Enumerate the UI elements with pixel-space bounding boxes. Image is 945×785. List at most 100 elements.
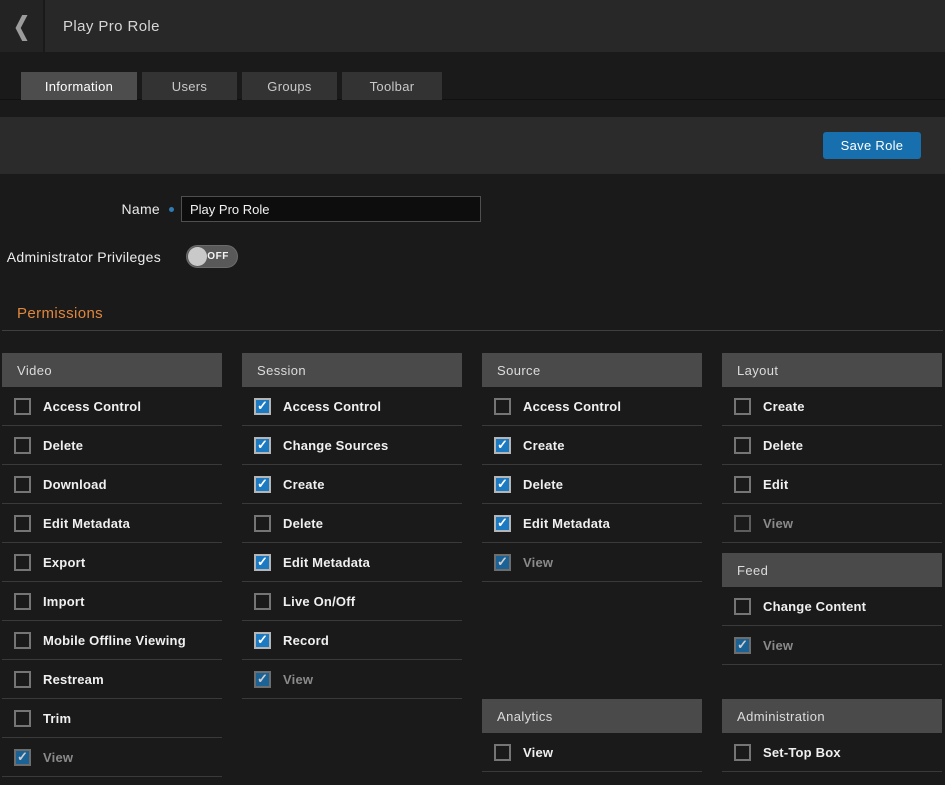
permission-group-header: Analytics [482, 699, 702, 733]
permission-group-source: Source Access Control ✓ Create ✓ Delete ✓ Edit … [482, 353, 702, 582]
checkbox-checked-icon[interactable]: ✓ [254, 397, 271, 415]
check-icon: ✓ [17, 749, 28, 764]
checkbox-icon[interactable] [14, 436, 31, 454]
permission-label: Edit Metadata [43, 515, 131, 531]
checkbox-icon[interactable] [14, 397, 31, 415]
checkbox-icon[interactable] [14, 670, 31, 688]
permission-row[interactable]: Delete [2, 426, 222, 465]
name-input[interactable] [181, 196, 481, 222]
tab-information[interactable]: Information [21, 72, 137, 100]
permission-row[interactable]: Download [2, 465, 222, 504]
checkbox-checked-icon[interactable]: ✓ [254, 475, 271, 493]
permission-row[interactable]: ✓ Record [242, 621, 462, 660]
tab-toolbar[interactable]: Toolbar [342, 72, 442, 100]
permission-group-feed: Feed Change Content ✓ View [722, 553, 942, 665]
permission-label: View [283, 671, 314, 687]
permission-label: Delete [763, 437, 804, 453]
permission-row[interactable]: Trim [2, 699, 222, 738]
checkbox-icon[interactable] [734, 743, 751, 761]
checkbox-checked-icon: ✓ [734, 636, 751, 654]
check-icon: ✓ [257, 437, 268, 452]
permission-row: View [722, 504, 942, 543]
permission-row[interactable]: ✓ Create [242, 465, 462, 504]
checkbox-icon[interactable] [14, 709, 31, 727]
checkbox-checked-icon[interactable]: ✓ [254, 631, 271, 649]
name-label: Name [121, 201, 160, 217]
permission-row[interactable]: ✓ Edit Metadata [482, 504, 702, 543]
checkbox-checked-icon[interactable]: ✓ [494, 475, 511, 493]
permission-row[interactable]: Mobile Offline Viewing [2, 621, 222, 660]
permission-row[interactable]: Restream [2, 660, 222, 699]
permission-label: Restream [43, 671, 104, 687]
permission-group-layout: Layout Create Delete Edit View [722, 353, 942, 543]
permission-row: ✓ View [242, 660, 462, 699]
permission-label: Delete [523, 476, 564, 492]
permission-label: Access Control [43, 398, 142, 414]
top-header-bar: ❮ Play Pro Role [0, 0, 945, 52]
permission-label: Trim [43, 710, 72, 726]
permission-row[interactable]: Export [2, 543, 222, 582]
checkbox-icon[interactable] [14, 475, 31, 493]
checkbox-icon[interactable] [254, 514, 271, 532]
checkbox-icon[interactable] [14, 592, 31, 610]
checkbox-icon[interactable] [734, 397, 751, 415]
check-icon: ✓ [257, 554, 268, 569]
checkbox-checked-icon[interactable]: ✓ [254, 436, 271, 454]
permissions-column: Layout Create Delete Edit View Feed Change Con… [722, 353, 942, 772]
permission-label: View [763, 515, 794, 531]
permission-row[interactable]: Access Control [2, 387, 222, 426]
page-title: Play Pro Role [63, 17, 160, 35]
check-icon: ✓ [257, 671, 268, 686]
permission-row[interactable]: Change Content [722, 587, 942, 626]
back-button[interactable]: ❮ [0, 0, 45, 52]
permission-row[interactable]: Set-Top Box [722, 733, 942, 772]
permission-row[interactable]: View [482, 733, 702, 772]
permission-row[interactable]: Access Control [482, 387, 702, 426]
permission-label: Edit Metadata [283, 554, 371, 570]
checkbox-checked-icon[interactable]: ✓ [494, 514, 511, 532]
save-role-button[interactable]: Save Role [823, 132, 921, 159]
checkbox-icon[interactable] [734, 597, 751, 615]
checkbox-icon[interactable] [734, 436, 751, 454]
permission-label: Access Control [523, 398, 622, 414]
permissions-grid: Video Access Control Delete Download Edit Me… [0, 353, 945, 777]
permission-row[interactable]: ✓ Delete [482, 465, 702, 504]
permission-row[interactable]: ✓ Create [482, 426, 702, 465]
permission-row[interactable]: Live On/Off [242, 582, 462, 621]
checkbox-icon[interactable] [254, 592, 271, 610]
tab-users[interactable]: Users [142, 72, 237, 100]
permission-label: Access Control [283, 398, 382, 414]
permission-row[interactable]: Delete [242, 504, 462, 543]
checkbox-icon[interactable] [14, 553, 31, 571]
checkbox-icon[interactable] [14, 514, 31, 532]
name-field-row: Name [0, 196, 945, 222]
permission-row[interactable]: ✓ Access Control [242, 387, 462, 426]
checkbox-checked-icon[interactable]: ✓ [254, 553, 271, 571]
chevron-left-icon: ❮ [13, 12, 30, 41]
permission-row[interactable]: Edit [722, 465, 942, 504]
checkbox-icon[interactable] [14, 631, 31, 649]
permission-label: Mobile Offline Viewing [43, 632, 186, 648]
permission-label: Edit Metadata [523, 515, 611, 531]
permission-row[interactable]: Delete [722, 426, 942, 465]
permission-row: ✓ View [722, 626, 942, 665]
permission-row[interactable]: Import [2, 582, 222, 621]
checkbox-checked-icon[interactable]: ✓ [494, 436, 511, 454]
permission-group-header: Administration [722, 699, 942, 733]
permission-row[interactable]: ✓ Edit Metadata [242, 543, 462, 582]
checkbox-icon [734, 514, 751, 532]
check-icon: ✓ [497, 515, 508, 530]
permission-label: Record [283, 632, 329, 648]
checkbox-icon[interactable] [734, 475, 751, 493]
permissions-column: Session ✓ Access Control ✓ Change Sources ✓ Cr… [242, 353, 462, 699]
tab-groups[interactable]: Groups [242, 72, 337, 100]
permission-row[interactable]: Edit Metadata [2, 504, 222, 543]
admin-privileges-toggle[interactable]: OFF [186, 245, 238, 268]
check-icon: ✓ [737, 637, 748, 652]
checkbox-icon[interactable] [494, 397, 511, 415]
permission-row[interactable]: ✓ Change Sources [242, 426, 462, 465]
checkbox-icon[interactable] [494, 743, 511, 761]
permission-row[interactable]: Create [722, 387, 942, 426]
permission-label: Import [43, 593, 85, 609]
toggle-knob [188, 247, 207, 266]
